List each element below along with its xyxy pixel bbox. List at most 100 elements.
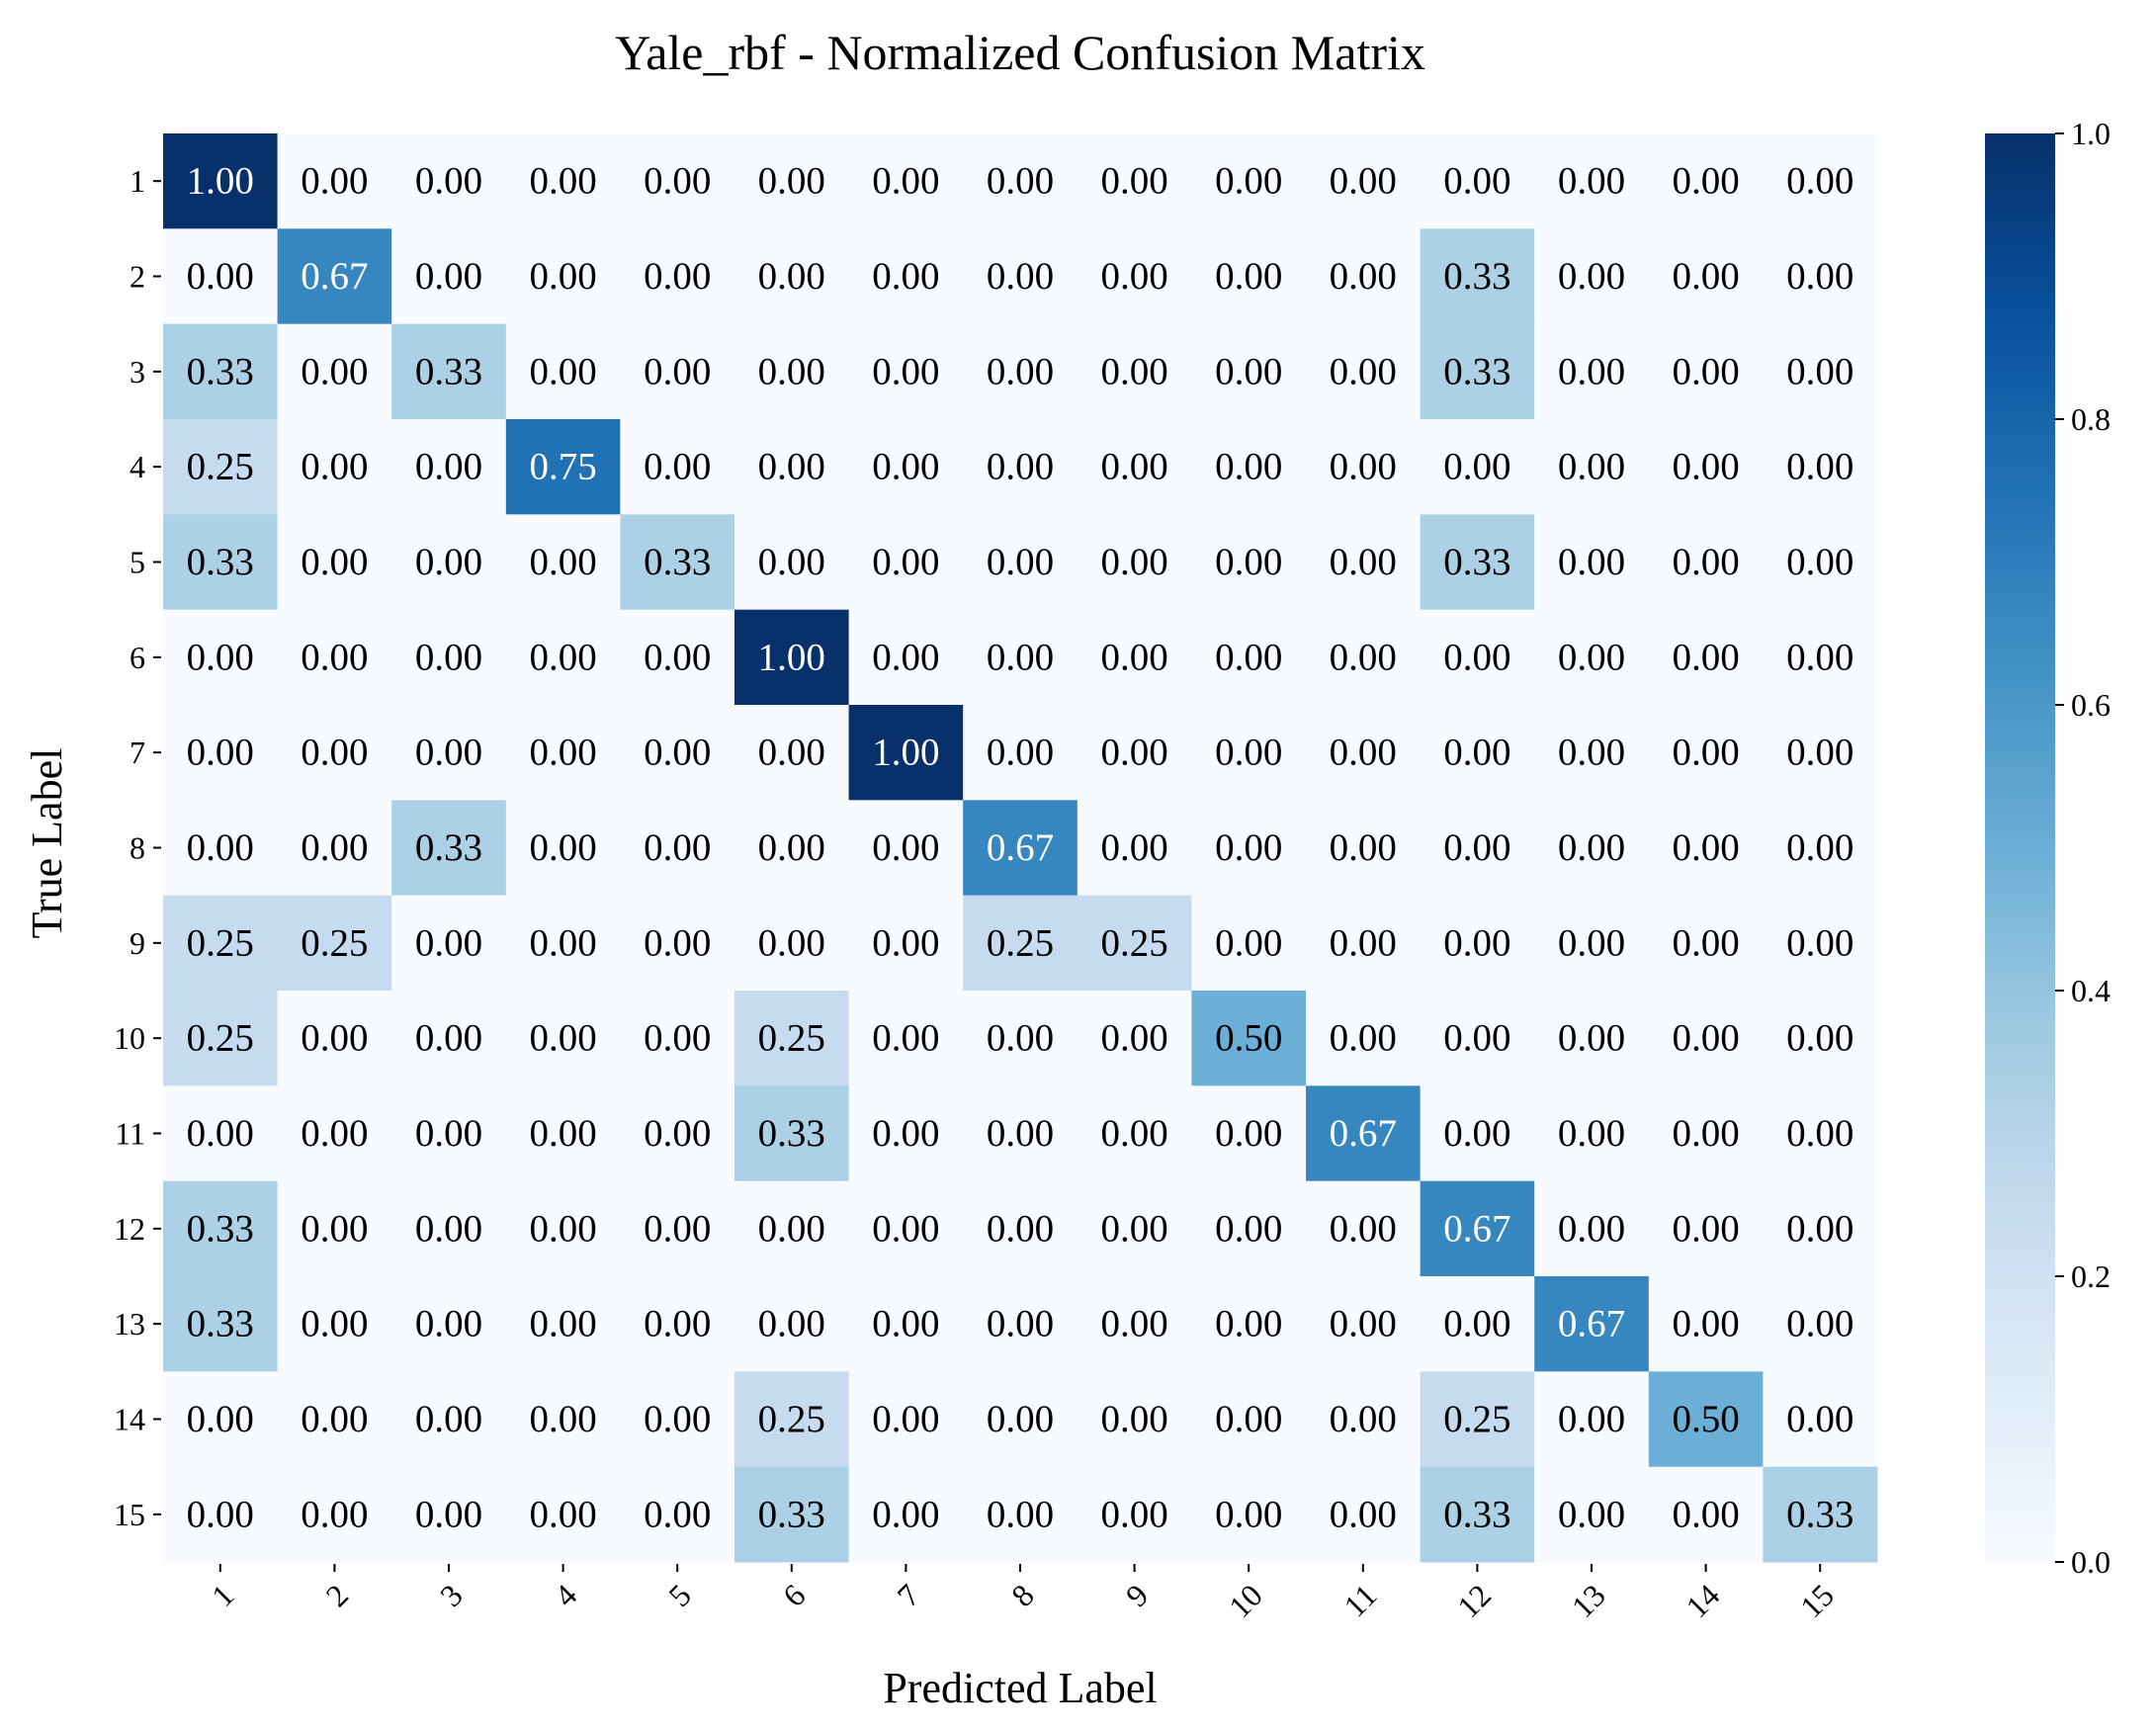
heatmap-cell <box>505 1276 621 1372</box>
cell-value-label: 0.00 <box>1672 160 1739 203</box>
heatmap-cell <box>1306 705 1422 801</box>
cell-value-label: 0.00 <box>872 1017 939 1060</box>
heatmap-cell <box>620 514 735 611</box>
cell-value-label: 0.00 <box>529 1017 596 1060</box>
cell-value-label: 0.00 <box>758 1303 825 1345</box>
heatmap-cell <box>963 514 1078 611</box>
heatmap-cell <box>620 1276 735 1372</box>
y-tick-label: 4 <box>129 449 145 484</box>
y-tick-label: 3 <box>129 354 145 390</box>
cell-value-label: 0.00 <box>1558 921 1625 964</box>
colorbar <box>1985 133 2055 1562</box>
heatmap-cell <box>734 1371 850 1468</box>
cell-value-label: 0.00 <box>1558 1493 1625 1535</box>
cell-value-label: 0.00 <box>758 1207 825 1250</box>
heatmap-cell <box>1191 1371 1307 1468</box>
heatmap-cell <box>1077 705 1192 801</box>
heatmap-cell <box>1648 419 1764 515</box>
cell-value-label: 0.25 <box>301 921 368 964</box>
cell-value-label: 0.00 <box>1672 541 1739 583</box>
heatmap-cell <box>1077 228 1192 325</box>
cell-value-label: 0.00 <box>987 636 1054 678</box>
cell-value-label: 0.00 <box>1100 1398 1167 1440</box>
cell-value-label: 0.00 <box>1786 1112 1854 1155</box>
heatmap-cell <box>505 323 621 420</box>
x-axis-ticks: 1 2 3 4 5 6 7 8 9 10 11 12 13 14 15 <box>205 1564 1841 1624</box>
heatmap-cell <box>1648 800 1764 897</box>
cell-value-label: 0.25 <box>187 1017 254 1060</box>
cell-value-label: 0.00 <box>1672 1112 1739 1155</box>
colorbar-tick-label: 0.2 <box>2071 1258 2111 1294</box>
heatmap-cell <box>1306 800 1422 897</box>
cell-value-label: 0.33 <box>415 350 482 392</box>
cell-value-label: 0.00 <box>1558 732 1625 774</box>
heatmap-cell <box>1534 1466 1650 1563</box>
heatmap-cell <box>1306 323 1422 420</box>
heatmap-cell <box>1534 419 1650 515</box>
y-tick-label: 11 <box>115 1116 145 1152</box>
cell-value-label: 0.67 <box>301 255 368 298</box>
heatmap-cell <box>391 609 507 706</box>
cell-value-label: 0.00 <box>644 255 711 298</box>
heatmap-cell <box>1191 1085 1307 1182</box>
cell-value-label: 0.50 <box>1215 1017 1282 1060</box>
cell-value-label: 0.00 <box>529 350 596 392</box>
heatmap-cell <box>963 1085 1078 1182</box>
heatmap-cell <box>963 800 1078 897</box>
cell-value-label: 0.00 <box>758 921 825 964</box>
cell-value-label: 0.00 <box>1786 826 1854 869</box>
heatmap-cell <box>1763 705 1878 801</box>
cell-value-label: 0.00 <box>301 1398 368 1440</box>
heatmap-cell <box>848 1180 964 1277</box>
cell-value-label: 0.00 <box>1786 1303 1854 1345</box>
cell-value-label: 0.75 <box>529 446 596 488</box>
cell-value-label: 0.00 <box>301 1303 368 1345</box>
cell-value-label: 0.00 <box>1330 160 1397 203</box>
heatmap-cell <box>163 1180 279 1277</box>
cell-value-label: 0.00 <box>187 826 254 869</box>
x-tick-label: 13 <box>1565 1577 1612 1624</box>
cell-value-label: 0.00 <box>301 350 368 392</box>
heatmap-cell <box>505 228 621 325</box>
heatmap-cell <box>1420 133 1535 229</box>
y-tick-label: 9 <box>129 925 145 961</box>
cell-value-label: 0.00 <box>187 1493 254 1535</box>
heatmap-cell <box>848 1085 964 1182</box>
heatmap-cell <box>848 323 964 420</box>
heatmap-cell-labels: 1.00 0.00 0.00 0.00 0.00 0.00 0.00 0.00 0.00 0.00… <box>187 160 1854 1536</box>
cell-value-label: 0.00 <box>1672 255 1739 298</box>
cell-value-label: 0.00 <box>1443 921 1510 964</box>
cell-value-label: 0.00 <box>1672 350 1739 392</box>
cell-value-label: 0.00 <box>1672 1303 1739 1345</box>
cell-value-label: 0.00 <box>187 1112 254 1155</box>
cell-value-label: 0.00 <box>187 732 254 774</box>
colorbar-ticks: 0.0 0.2 0.4 0.6 0.8 1.0 <box>2055 116 2111 1580</box>
heatmap-cell <box>1077 1085 1192 1182</box>
heatmap-cell <box>963 705 1078 801</box>
cell-value-label: 0.00 <box>987 1398 1054 1440</box>
heatmap-cell <box>1191 419 1307 515</box>
heatmap-cell <box>163 1466 279 1563</box>
cell-value-label: 0.00 <box>758 446 825 488</box>
heatmap-cell <box>734 705 850 801</box>
heatmap-cell <box>163 228 279 325</box>
heatmap-cell <box>1420 1276 1535 1372</box>
heatmap-cell <box>620 1180 735 1277</box>
cell-value-label: 0.00 <box>872 541 939 583</box>
heatmap-cell <box>1534 228 1650 325</box>
heatmap-cell <box>1077 514 1192 611</box>
cell-value-label: 0.00 <box>1100 255 1167 298</box>
x-axis-label: Predicted Label <box>883 1664 1157 1712</box>
heatmap-cell <box>1763 228 1878 325</box>
cell-value-label: 0.00 <box>1786 732 1854 774</box>
cell-value-label: 0.00 <box>1786 1017 1854 1060</box>
heatmap-cell <box>1648 609 1764 706</box>
heatmap-cell <box>163 419 279 515</box>
cell-value-label: 0.00 <box>1330 1017 1397 1060</box>
heatmap-cell <box>963 609 1078 706</box>
heatmap-cell <box>620 323 735 420</box>
cell-value-label: 0.00 <box>1215 636 1282 678</box>
heatmap-cell <box>1420 705 1535 801</box>
cell-value-label: 0.00 <box>872 1493 939 1535</box>
heatmap-cell <box>1420 228 1535 325</box>
